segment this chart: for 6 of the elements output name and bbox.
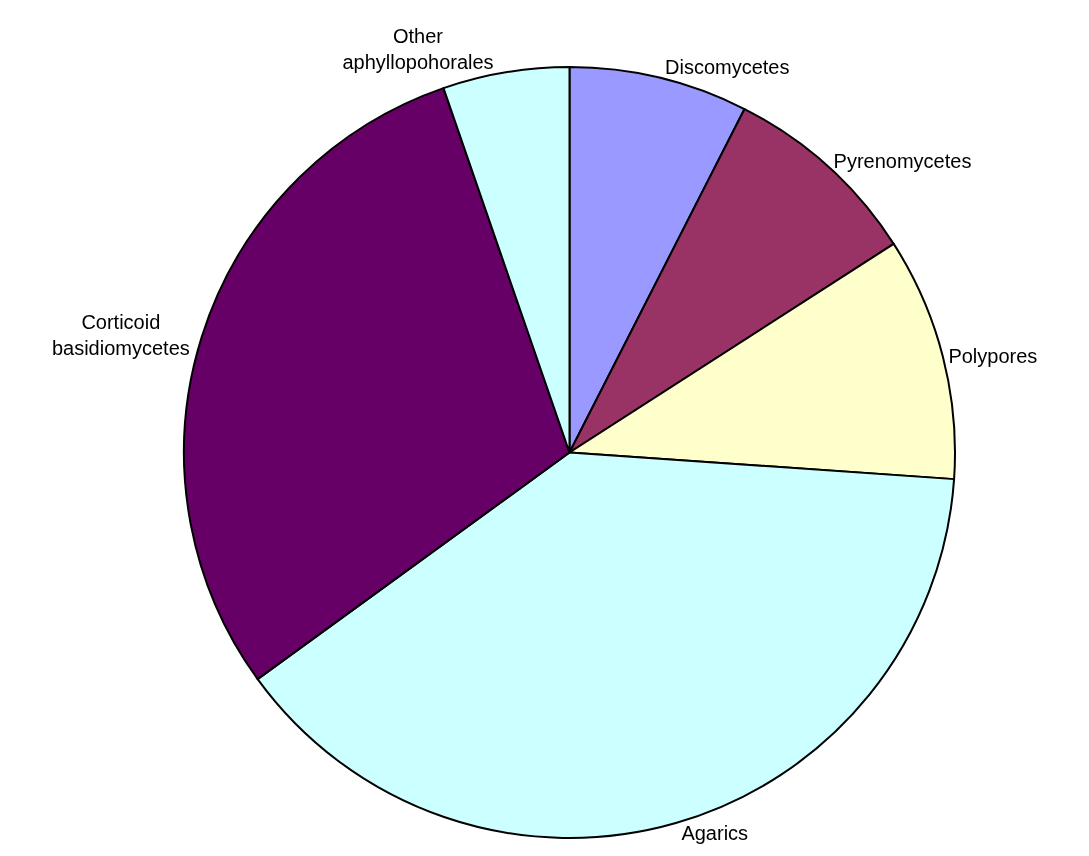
slice-label: Other aphyllopohorales [342,24,494,73]
slice-label: Pyrenomycetes [833,149,972,172]
slice-label: Corticoid basidiomycetes [51,310,190,359]
slice-label: Discomycetes [664,56,790,79]
slice-label: Polypores [948,344,1038,367]
slice-label: Agarics [681,822,749,845]
